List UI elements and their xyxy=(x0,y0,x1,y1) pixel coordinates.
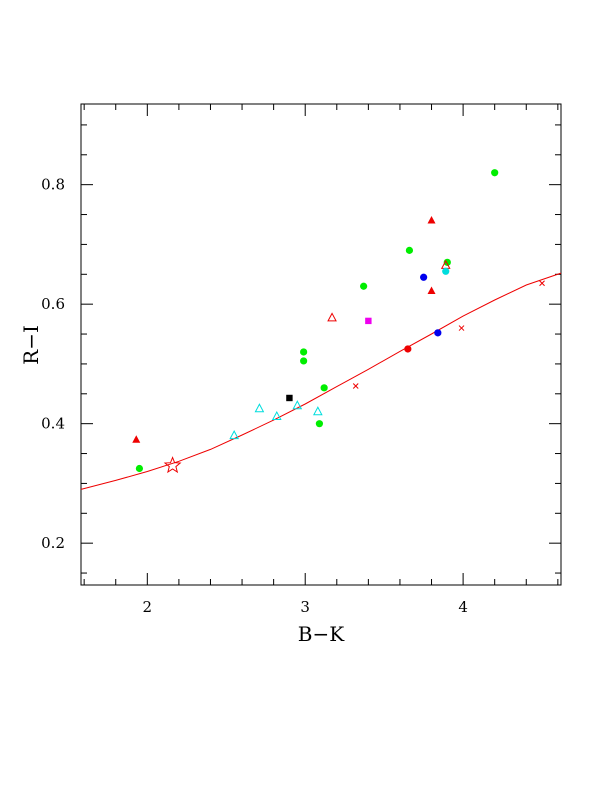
data-point xyxy=(405,246,414,254)
x-axis-label: B−K xyxy=(298,622,345,646)
data-point xyxy=(404,345,412,353)
data-point xyxy=(163,456,182,474)
data-point xyxy=(491,169,499,177)
data-point xyxy=(313,406,323,416)
data-point xyxy=(458,325,465,331)
y-tick-label: 0.8 xyxy=(41,176,65,194)
data-point xyxy=(360,282,368,290)
data-point xyxy=(254,403,265,413)
y-tick-label: 0.2 xyxy=(41,534,65,552)
data-point xyxy=(427,286,436,295)
cross-stroke xyxy=(352,383,359,389)
x-tick-label: 2 xyxy=(143,598,153,616)
data-point xyxy=(292,400,303,410)
x-tick-label: 3 xyxy=(300,598,310,616)
data-point xyxy=(229,430,239,440)
data-point xyxy=(132,435,141,443)
data-point xyxy=(300,348,308,356)
data-point xyxy=(300,357,308,365)
y-axis-label: R−I xyxy=(19,325,43,365)
data-point xyxy=(442,267,450,275)
data-point xyxy=(315,420,324,428)
plot-frame xyxy=(80,103,562,586)
axis-ticks xyxy=(81,104,561,585)
data-point xyxy=(427,216,436,224)
data-point xyxy=(286,394,293,402)
tick-labels: 2 3 4 0.2 0.4 0.6 0.8 xyxy=(41,176,468,616)
data-point xyxy=(365,317,372,325)
cross-stroke xyxy=(539,280,545,287)
cross-stroke xyxy=(458,325,465,331)
fit-curve-layer xyxy=(80,272,562,490)
data-point xyxy=(352,383,359,389)
data-point xyxy=(271,410,282,421)
data-point xyxy=(539,280,545,287)
y-tick-label: 0.6 xyxy=(41,295,65,313)
x-tick-label: 4 xyxy=(458,598,468,616)
data-point xyxy=(327,312,337,322)
data-point xyxy=(320,384,328,392)
y-tick-label: 0.4 xyxy=(41,415,65,433)
data-points-layer xyxy=(132,169,545,474)
data-point xyxy=(434,329,442,337)
data-point xyxy=(420,273,428,281)
fit-curve xyxy=(80,272,562,490)
data-point xyxy=(135,464,144,473)
